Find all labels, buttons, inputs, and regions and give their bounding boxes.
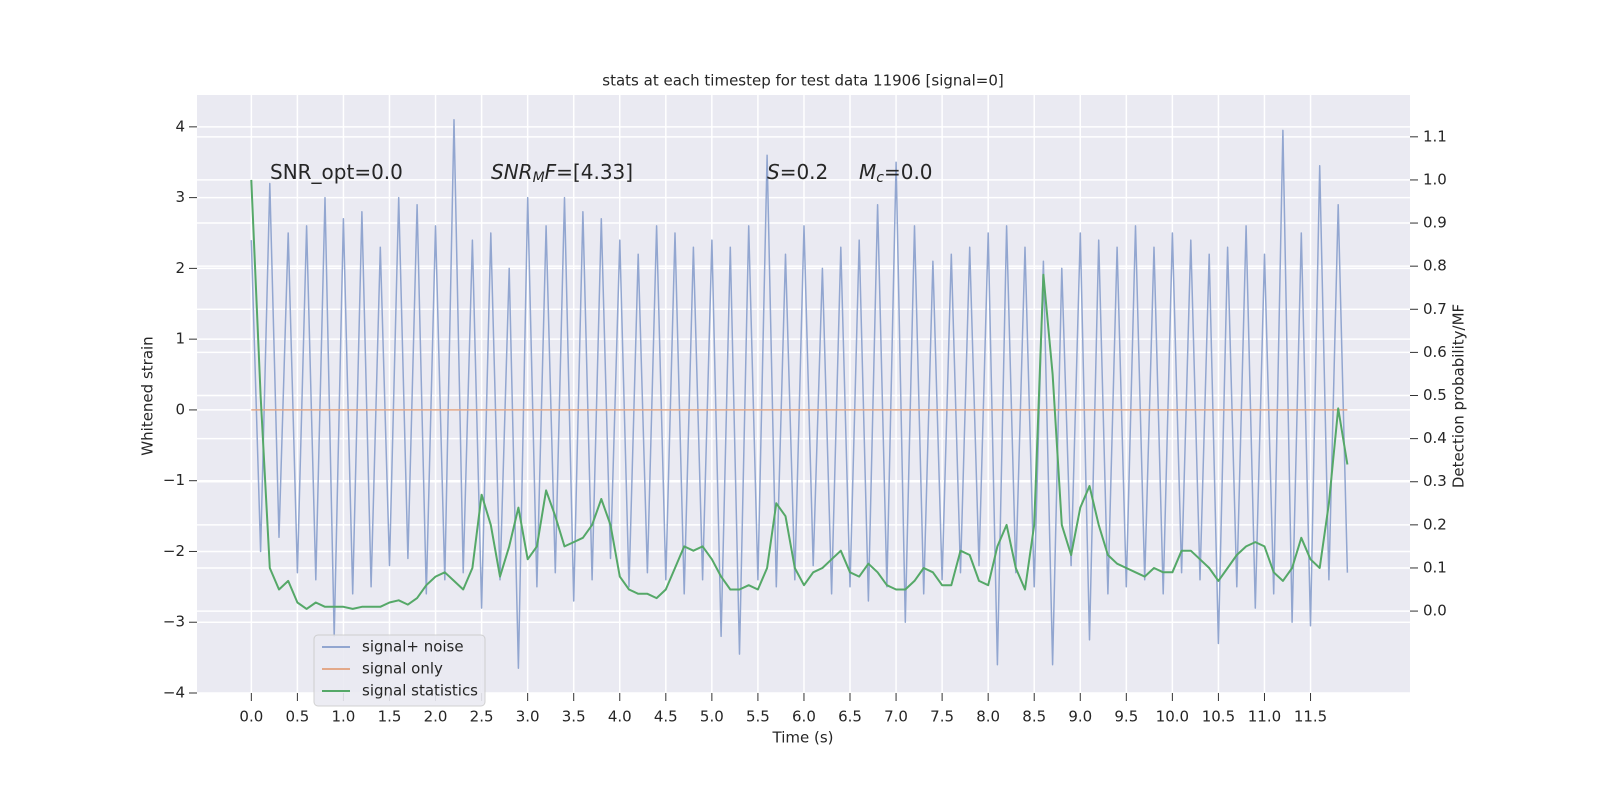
x-tick-label: 6.0 (792, 708, 816, 726)
annotation-part: SNR_opt=0.0 (270, 160, 403, 184)
y-tick-label: 3 (175, 188, 185, 206)
annotation-part: SNR (491, 160, 533, 184)
annotation-part: F (545, 160, 557, 184)
annotation: SNR_opt=0.0 (270, 160, 403, 184)
y-tick-label: 4 (175, 117, 185, 135)
annotation-part: =[4.33] (556, 160, 633, 184)
x-tick-label: 9.5 (1114, 708, 1138, 726)
annotation: Mc=0.0 (859, 160, 933, 187)
y2-tick-label: 1.1 (1423, 127, 1447, 145)
y2-tick-label: 0.9 (1423, 214, 1447, 232)
y2-tick-label: 0.4 (1423, 429, 1447, 447)
annotation-part: M (859, 160, 876, 184)
y2-tick-label: 0.0 (1423, 602, 1447, 620)
x-tick-label: 10.0 (1156, 708, 1189, 726)
legend-label: signal only (362, 660, 443, 678)
y2-tick-label: 0.6 (1423, 343, 1447, 361)
y-tick-label: 2 (175, 259, 185, 277)
x-axis-label: Time (s) (772, 729, 834, 747)
y2-tick-label: 1.0 (1423, 170, 1447, 188)
y2-axis-label: Detection probability/MF (1450, 304, 1468, 488)
annotation-part: =0.2 (780, 160, 829, 184)
annotation-part: S (767, 160, 780, 184)
x-tick-label: 10.5 (1202, 708, 1235, 726)
y-tick-label: 0 (175, 400, 185, 418)
x-tick-label: 5.0 (700, 708, 724, 726)
annotation-part: =0.0 (884, 160, 933, 184)
legend-label: signal+ noise (362, 638, 464, 656)
x-tick-label: 5.5 (746, 708, 770, 726)
x-tick-label: 8.5 (1022, 708, 1046, 726)
x-tick-label: 11.5 (1294, 708, 1327, 726)
y2-tick-label: 0.3 (1423, 472, 1447, 490)
x-tick-label: 0.5 (285, 708, 309, 726)
x-tick-label: 3.0 (516, 708, 540, 726)
x-tick-label: 6.5 (838, 708, 862, 726)
series-line (250, 179, 1349, 610)
x-tick-label: 8.0 (976, 708, 1000, 726)
series-line (250, 119, 1349, 669)
annotation-part: c (876, 170, 884, 186)
y-tick-label: −3 (163, 613, 185, 631)
x-tick-label: 9.0 (1068, 708, 1092, 726)
x-tick-label: 2.0 (424, 708, 448, 726)
x-tick-label: 4.5 (654, 708, 678, 726)
x-tick-label: 1.5 (378, 708, 402, 726)
x-tick-label: 11.0 (1248, 708, 1281, 726)
annotation: SNRMF=[4.33] (491, 160, 633, 187)
x-tick-label: 7.5 (930, 708, 954, 726)
y-tick-label: −1 (163, 471, 185, 489)
y2-tick-label: 0.2 (1423, 515, 1447, 533)
legend-label: signal statistics (362, 682, 478, 700)
legend-box (313, 634, 486, 707)
x-tick-label: 4.0 (608, 708, 632, 726)
annotation-part: M (533, 170, 545, 186)
y2-tick-label: 0.5 (1423, 386, 1447, 404)
x-tick-label: 2.5 (470, 708, 494, 726)
x-tick-label: 3.5 (562, 708, 586, 726)
y-tick-label: −2 (163, 542, 185, 560)
chart-title: stats at each timestep for test data 119… (602, 72, 1003, 90)
x-tick-label: 1.0 (332, 708, 356, 726)
y-tick-label: −4 (163, 684, 185, 702)
x-tick-label: 0.0 (239, 708, 263, 726)
x-tick-label: 7.0 (884, 708, 908, 726)
y2-tick-label: 0.1 (1423, 558, 1447, 576)
y2-tick-label: 0.7 (1423, 300, 1447, 318)
annotation: S=0.2 (767, 160, 828, 184)
y-tick-label: 1 (175, 330, 185, 348)
y-axis-label: Whitened strain (139, 336, 157, 455)
y2-tick-label: 0.8 (1423, 257, 1447, 275)
